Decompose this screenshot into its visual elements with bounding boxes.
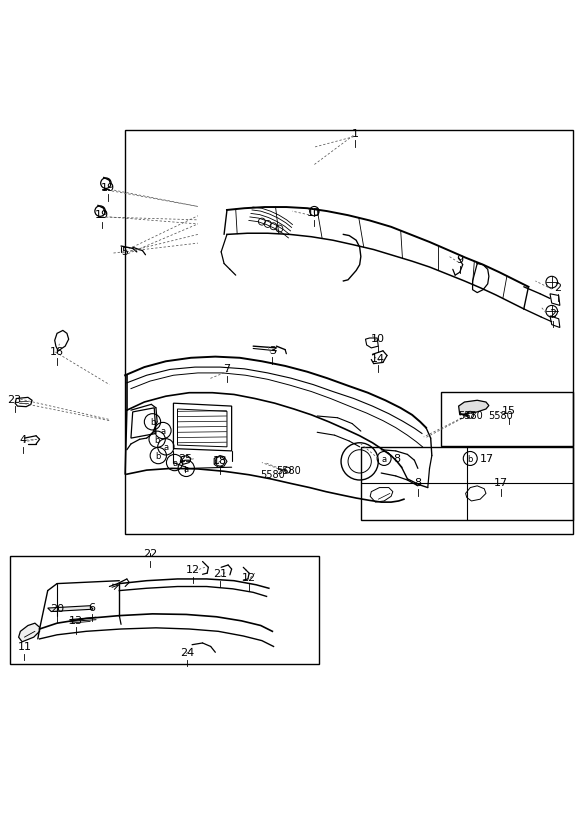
Text: 19: 19	[101, 183, 115, 192]
Bar	[125, 130, 573, 535]
Text: a: a	[172, 459, 177, 468]
Bar	[361, 447, 573, 520]
Text: 3: 3	[269, 346, 276, 355]
Text: b: b	[154, 435, 160, 444]
Text: 8: 8	[393, 454, 400, 464]
Text: 21: 21	[213, 568, 227, 578]
Text: 9: 9	[456, 255, 463, 265]
Text: a: a	[164, 443, 168, 452]
Text: 12: 12	[186, 564, 200, 574]
Text: 5580: 5580	[458, 410, 482, 420]
Text: a: a	[184, 464, 189, 473]
Text: 25: 25	[178, 454, 192, 464]
Text: 24: 24	[180, 648, 194, 658]
Text: 19: 19	[95, 210, 109, 219]
Bar	[441, 392, 573, 446]
Text: 10: 10	[307, 208, 321, 218]
Text: b: b	[155, 451, 161, 460]
Text: 5580: 5580	[488, 410, 513, 420]
Text: 4: 4	[20, 435, 27, 445]
Text: 8: 8	[414, 477, 421, 487]
Text: b: b	[467, 455, 473, 464]
Text: 2: 2	[549, 309, 556, 319]
Text: 5: 5	[122, 247, 129, 256]
Text: 2: 2	[554, 283, 561, 292]
Text: 10: 10	[371, 333, 385, 344]
Text: 11: 11	[17, 641, 31, 652]
Text: 5580: 5580	[260, 469, 285, 480]
Text: 12: 12	[242, 572, 256, 582]
Text: 7: 7	[223, 364, 230, 373]
Text: 23: 23	[8, 394, 22, 404]
Text: 18: 18	[213, 455, 227, 466]
Text: 17: 17	[494, 477, 508, 487]
Text: 1: 1	[352, 129, 359, 138]
Text: 15: 15	[502, 405, 516, 416]
Text: 14: 14	[371, 353, 385, 364]
Text: 22: 22	[143, 549, 157, 559]
Polygon shape	[19, 623, 40, 642]
Polygon shape	[459, 400, 489, 415]
Text: a: a	[161, 427, 165, 436]
Bar	[10, 556, 319, 664]
Text: 13: 13	[69, 615, 83, 625]
Text: 6: 6	[88, 602, 95, 612]
Text: 17: 17	[480, 454, 494, 464]
Text: a: a	[382, 455, 386, 464]
Text: 5580: 5580	[276, 465, 300, 476]
Text: b: b	[150, 418, 155, 427]
Polygon shape	[48, 606, 93, 612]
Text: 20: 20	[50, 604, 64, 613]
Text: 16: 16	[50, 346, 64, 356]
